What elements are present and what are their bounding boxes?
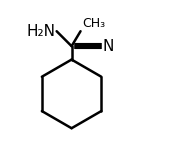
Text: N: N <box>102 39 113 54</box>
Text: CH₃: CH₃ <box>82 17 105 31</box>
Text: H₂N: H₂N <box>26 24 55 39</box>
